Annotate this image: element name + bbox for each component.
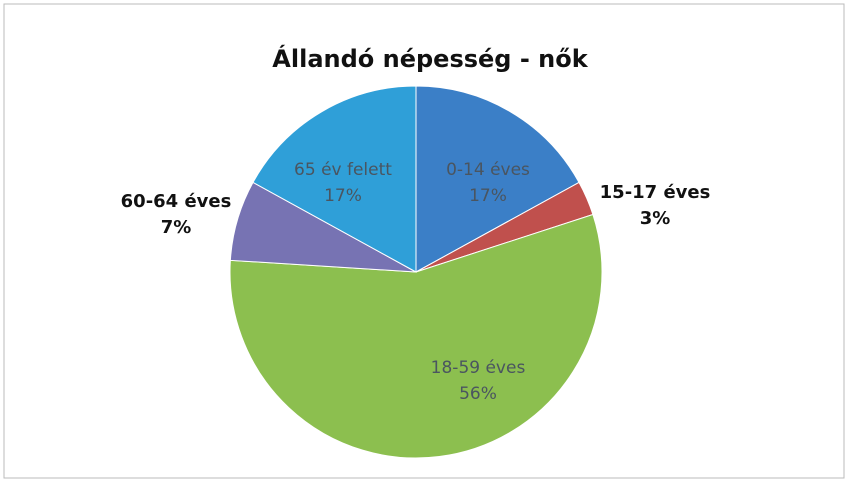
slice-value: 17% (324, 186, 362, 206)
slice-label: 15-17 éves (600, 182, 711, 203)
chart-title: Állandó népesség - nők (272, 44, 588, 73)
pie-slice (229, 213, 603, 459)
slice-value: 17% (469, 186, 507, 206)
slice-value: 3% (640, 208, 671, 229)
slice-value: 56% (459, 384, 497, 404)
pie-slice (252, 85, 417, 273)
slice-label: 18-59 éves (431, 358, 526, 378)
slice-label: 0-14 éves (446, 160, 530, 180)
slice-value: 7% (161, 217, 192, 238)
pie-slice (415, 85, 580, 273)
slice-label: 60-64 éves (121, 191, 232, 212)
slice-label: 65 év felett (294, 160, 392, 180)
